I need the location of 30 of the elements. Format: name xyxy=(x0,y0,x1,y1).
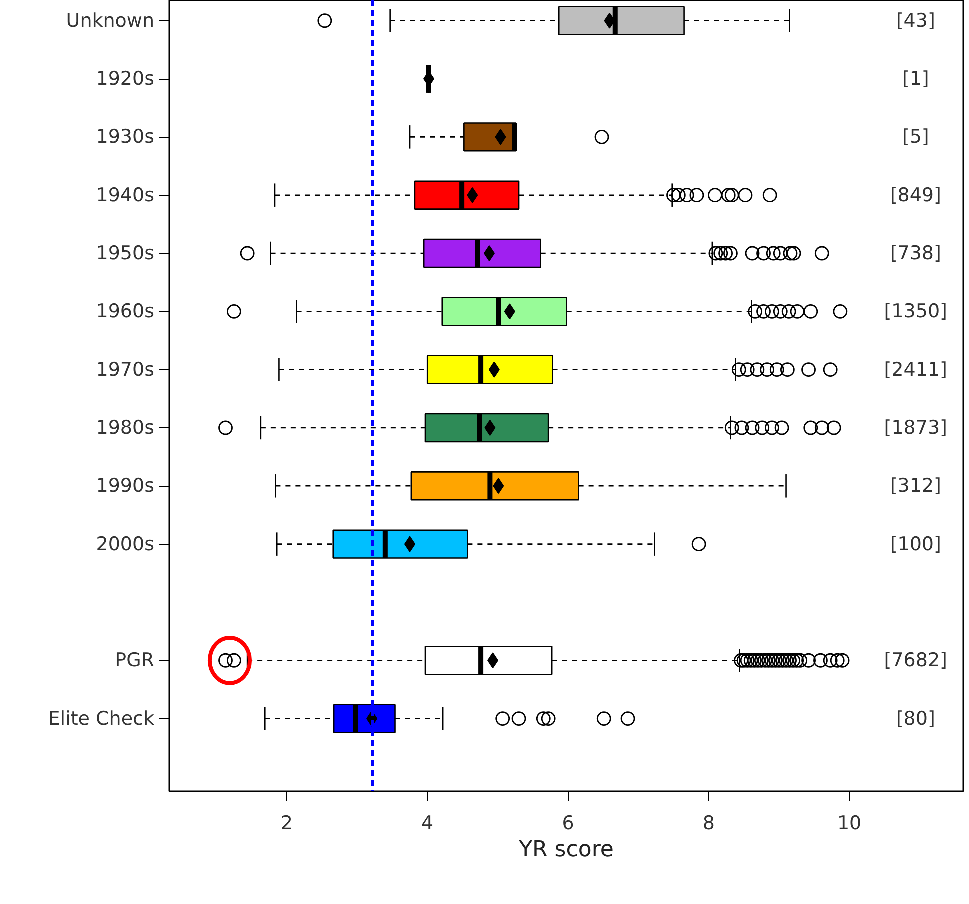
y-tick-label: 1940s xyxy=(96,184,155,206)
annotation: [7682] xyxy=(884,650,948,672)
annotation: [80] xyxy=(896,708,936,730)
y-tick-label: 1930s xyxy=(96,126,155,148)
annotation: [738] xyxy=(890,242,942,265)
x-tick-label: 8 xyxy=(702,812,715,834)
x-tick-label: 4 xyxy=(422,812,434,834)
annotation: [100] xyxy=(890,533,942,556)
x-axis-title: YR score xyxy=(518,838,614,862)
x-tick-label: 10 xyxy=(837,812,862,834)
annotation: [1350] xyxy=(884,300,948,323)
y-tick-label: Unknown xyxy=(66,10,155,32)
y-tick-label: 1950s xyxy=(96,242,155,265)
annotation: [2411] xyxy=(884,358,948,381)
y-tick-label: 2000s xyxy=(96,533,155,556)
annotation: [849] xyxy=(890,184,942,206)
y-tick-label: 1970s xyxy=(96,358,155,381)
annotation: [312] xyxy=(890,475,942,498)
y-tick-label: 1960s xyxy=(96,300,155,323)
annotation: [43] xyxy=(896,10,936,32)
annotation: [5] xyxy=(902,126,930,148)
y-tick-label: Elite Check xyxy=(48,708,155,730)
annotation: [1873] xyxy=(884,416,948,439)
x-tick-label: 2 xyxy=(280,812,293,834)
y-tick-label: 1990s xyxy=(96,475,155,498)
x-tick-label: 6 xyxy=(562,812,574,834)
y-tick-label: PGR xyxy=(115,650,155,672)
annotation: [1] xyxy=(902,68,930,90)
y-tick-label: 1920s xyxy=(96,68,155,90)
y-tick-label: 1980s xyxy=(96,416,155,439)
